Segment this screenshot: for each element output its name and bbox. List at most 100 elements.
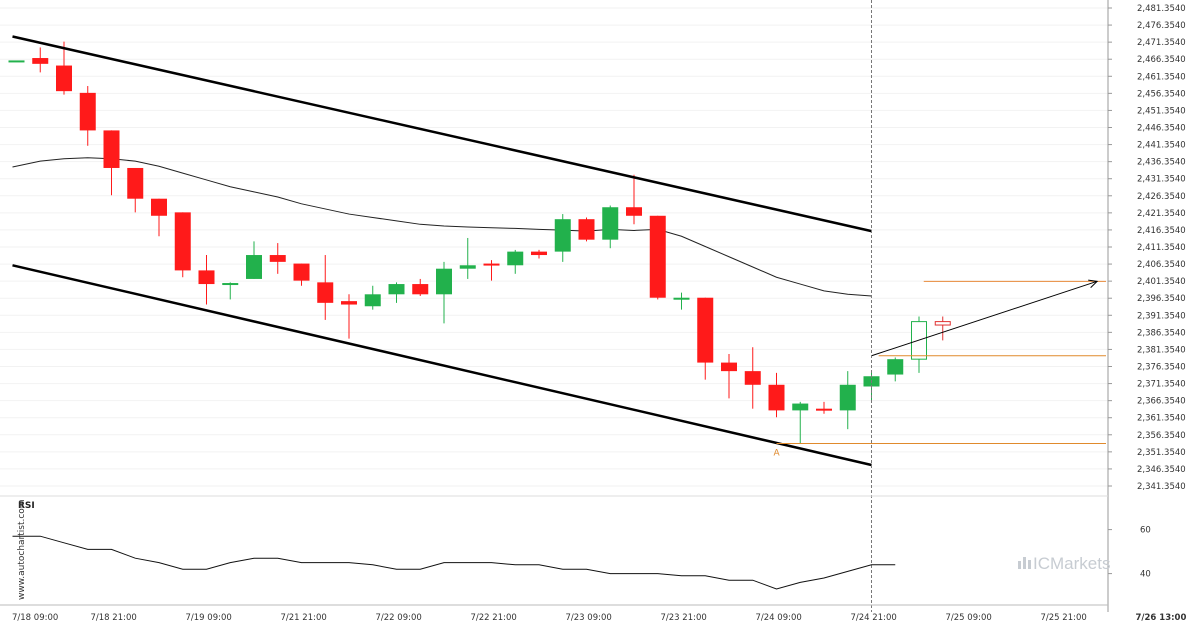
time-tick-label: 7/24 21:00 bbox=[851, 613, 897, 623]
candle bbox=[246, 241, 262, 279]
candle bbox=[436, 261, 452, 324]
candle-body bbox=[721, 362, 737, 372]
candle-body bbox=[103, 130, 120, 168]
candle bbox=[673, 292, 690, 310]
candle bbox=[578, 217, 595, 242]
candle-body bbox=[269, 255, 286, 262]
candle-body bbox=[317, 282, 334, 303]
price-tick-label: 2,411.3540 bbox=[1137, 243, 1186, 253]
candle bbox=[697, 297, 714, 380]
candle bbox=[198, 255, 215, 305]
price-tick-label: 2,471.3540 bbox=[1137, 38, 1186, 48]
price-grid bbox=[0, 7, 1108, 487]
brand-name: ICMarkets bbox=[1033, 554, 1110, 573]
price-tick-label: 2,351.3540 bbox=[1137, 448, 1186, 458]
rsi-line bbox=[12, 535, 896, 590]
price-tick-label: 2,406.3540 bbox=[1137, 260, 1186, 270]
candle-body bbox=[578, 219, 595, 240]
point-label-a: A bbox=[774, 449, 781, 459]
candle bbox=[79, 86, 96, 146]
candle-body bbox=[507, 251, 524, 266]
candle-body bbox=[364, 294, 381, 307]
price-tick-label: 2,426.3540 bbox=[1137, 192, 1186, 202]
time-axis: 7/18 09:00 7/18 21:00 7/19 09:00 7/21 21:00… bbox=[0, 604, 1187, 623]
candle-body bbox=[649, 215, 666, 298]
price-tick-label: 2,346.3540 bbox=[1137, 465, 1186, 475]
candle-body bbox=[816, 408, 832, 411]
price-tick-label: 2,386.3540 bbox=[1137, 328, 1186, 338]
candle bbox=[816, 401, 832, 414]
candle bbox=[32, 47, 49, 73]
time-tick-label: 7/22 09:00 bbox=[376, 613, 422, 623]
candle bbox=[151, 198, 167, 237]
candle-body bbox=[554, 219, 571, 252]
candle-body bbox=[388, 284, 405, 295]
candle-body bbox=[744, 371, 761, 385]
candle-body bbox=[934, 321, 951, 326]
price-tick-label: 2,446.3540 bbox=[1137, 124, 1186, 134]
candle bbox=[744, 347, 761, 409]
time-tick-label: 7/18 21:00 bbox=[91, 613, 137, 623]
time-tick-label: 7/18 09:00 bbox=[12, 613, 58, 623]
candle bbox=[934, 316, 951, 341]
candle bbox=[768, 372, 785, 418]
candle bbox=[364, 285, 381, 310]
candle-body bbox=[198, 270, 215, 285]
price-tick-label: 2,356.3540 bbox=[1137, 431, 1186, 441]
candle bbox=[341, 294, 357, 339]
brand-logo: ICMarkets bbox=[1018, 554, 1110, 573]
watermark-text: www.autochartist.com bbox=[17, 499, 27, 600]
price-tick-label: 2,431.3540 bbox=[1137, 175, 1186, 185]
price-tick-label: 2,371.3540 bbox=[1137, 380, 1186, 390]
candle bbox=[507, 249, 524, 274]
candle bbox=[554, 214, 571, 262]
candle-body bbox=[602, 207, 619, 240]
projection-arrow-line bbox=[871, 280, 1098, 357]
time-tick-label: 7/22 21:00 bbox=[471, 613, 517, 623]
candle-body bbox=[792, 403, 809, 411]
price-tick-label: 2,341.3540 bbox=[1137, 482, 1186, 492]
time-tick-label: 7/24 09:00 bbox=[756, 613, 802, 623]
candle bbox=[222, 282, 239, 300]
candle bbox=[269, 243, 286, 274]
rsi-panel: RSI 60 40 bbox=[0, 495, 1151, 590]
rsi-level-label: 40 bbox=[1140, 570, 1151, 580]
candle-body bbox=[459, 265, 476, 269]
candle bbox=[56, 41, 72, 95]
levels-layer: A bbox=[774, 279, 1106, 459]
rsi-title: RSI bbox=[18, 501, 35, 511]
rsi-level-label: 60 bbox=[1140, 526, 1151, 536]
candle-body bbox=[673, 297, 690, 300]
channel-upper-line bbox=[12, 35, 872, 233]
channel-lower-line bbox=[12, 264, 872, 467]
price-tick-label: 2,416.3540 bbox=[1137, 226, 1186, 236]
candle-body bbox=[887, 359, 904, 375]
candle bbox=[839, 371, 856, 430]
price-tick-label: 2,401.3540 bbox=[1137, 277, 1186, 287]
candle bbox=[388, 282, 405, 303]
time-tick-label: 7/26 13:00 bbox=[1136, 613, 1187, 623]
time-tick-label: 7/23 21:00 bbox=[661, 613, 707, 623]
price-tick-label: 2,361.3540 bbox=[1137, 414, 1186, 424]
candle-body bbox=[412, 284, 429, 295]
candle bbox=[8, 60, 25, 63]
candle-body bbox=[79, 92, 96, 131]
candle-body bbox=[293, 263, 310, 281]
candle bbox=[103, 130, 120, 196]
price-tick-label: 2,476.3540 bbox=[1137, 21, 1186, 31]
candle bbox=[293, 263, 310, 286]
price-tick-label: 2,481.3540 bbox=[1137, 4, 1186, 14]
price-axis: 2,481.3540 2,476.3540 2,471.3540 2,466.3540… bbox=[1107, 0, 1186, 612]
candle-body bbox=[56, 65, 72, 92]
candle-body bbox=[246, 255, 262, 279]
candle-body bbox=[697, 297, 714, 363]
candle bbox=[531, 249, 547, 259]
bars-logo-icon bbox=[1028, 560, 1031, 569]
candle-body bbox=[626, 207, 642, 216]
candle bbox=[127, 167, 144, 213]
price-tick-label: 2,421.3540 bbox=[1137, 209, 1186, 219]
moving-average-line bbox=[12, 157, 872, 297]
candle-body bbox=[32, 58, 49, 64]
